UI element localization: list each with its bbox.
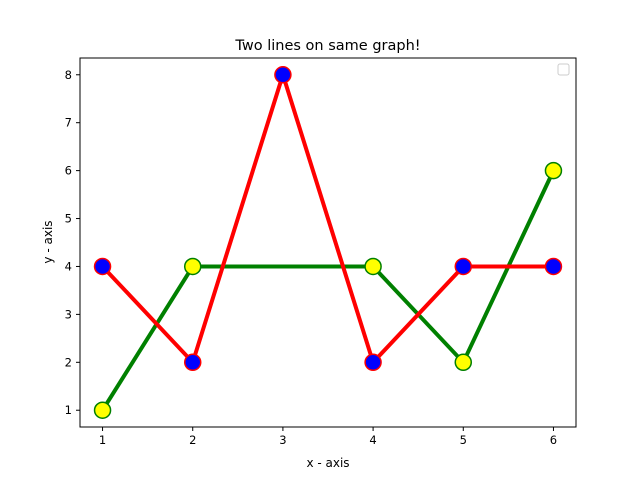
plot-area — [93, 66, 563, 419]
x-tick-label: 3 — [279, 433, 286, 447]
y-tick-label: 1 — [65, 403, 72, 417]
x-tick-label: 4 — [369, 433, 376, 447]
x-tick-label: 2 — [189, 433, 196, 447]
series-1-point — [93, 401, 112, 419]
x-axis-label: x - axis — [306, 456, 349, 470]
chart-title: Two lines on same graph! — [234, 38, 420, 54]
series-2-point — [274, 66, 292, 84]
y-tick-label: 7 — [65, 116, 72, 130]
series-2-point — [454, 257, 473, 276]
y-tick-label: 3 — [65, 307, 72, 321]
y-tick-label: 8 — [65, 68, 72, 82]
series-2-line — [101, 72, 554, 365]
series-2-point — [93, 257, 112, 276]
x-tick-label: 5 — [460, 433, 467, 447]
legend — [557, 63, 570, 76]
series-2-point — [364, 353, 382, 372]
y-tick-label: 5 — [65, 212, 72, 226]
y-axis-label: y - axis — [41, 220, 55, 263]
series-2-point — [183, 353, 202, 372]
x-tick-label: 6 — [550, 433, 557, 447]
x-tick-label: 1 — [99, 433, 106, 447]
series-2-point — [544, 257, 563, 276]
axes: 1 2 3 4 5 6 1 2 3 4 5 6 7 8 — [65, 57, 577, 447]
series-1-point — [454, 353, 473, 372]
series-1-point — [183, 257, 202, 276]
y-tick-label: 4 — [65, 259, 72, 273]
y-tick-label: 2 — [65, 355, 72, 369]
series-1-point — [364, 257, 382, 276]
y-tick-label: 6 — [65, 164, 72, 178]
series-1-point — [544, 161, 563, 180]
legend-box — [557, 63, 570, 76]
series-1-line — [100, 169, 556, 412]
plot-frame — [79, 57, 577, 428]
